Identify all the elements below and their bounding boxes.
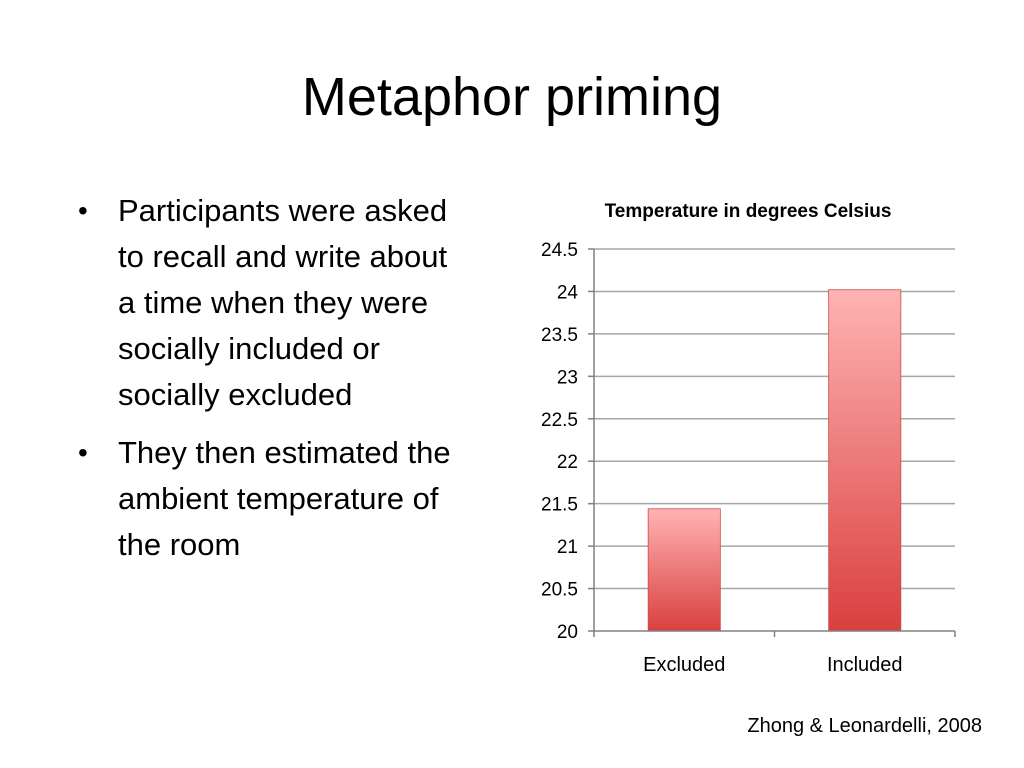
y-tick-label: 22.5 xyxy=(541,410,578,431)
bar-excluded xyxy=(647,508,721,632)
bullet-dot-icon: • xyxy=(78,437,88,468)
bars xyxy=(647,289,902,632)
bar-chart: Temperature in degrees Celsius 2020.5212… xyxy=(541,201,956,676)
y-tick-label: 20.5 xyxy=(541,580,578,601)
citation: Zhong & Leonardelli, 2008 xyxy=(747,715,982,737)
bar-included xyxy=(828,289,902,632)
bullet-text: They then estimated the ambient temperat… xyxy=(118,435,451,562)
y-tick-label: 22 xyxy=(557,452,578,473)
bullet-dot-icon: • xyxy=(78,195,88,226)
x-tick-label: Included xyxy=(827,654,903,676)
bullet-list: • Participants were asked to recall and … xyxy=(70,188,470,580)
y-tick-label: 24 xyxy=(557,282,579,303)
y-tick-label: 20 xyxy=(557,622,578,643)
bullet-text: Participants were asked to recall and wr… xyxy=(118,193,448,412)
y-tick-label: 21.5 xyxy=(541,495,578,516)
x-axis-ticks: Excluded Included xyxy=(643,654,902,676)
x-axis xyxy=(593,630,956,637)
chart-title: Temperature in degrees Celsius xyxy=(605,201,892,222)
slide-title: Metaphor priming xyxy=(301,67,723,127)
y-axis-ticks: 20 20.5 21 21.5 22 22.5 23 23.5 24 24.5 xyxy=(541,240,595,643)
bullet-item: • They then estimated the ambient temper… xyxy=(70,430,470,568)
y-tick-label: 24.5 xyxy=(541,240,578,261)
bullet-item: • Participants were asked to recall and … xyxy=(70,188,470,418)
y-tick-label: 23 xyxy=(557,367,578,388)
y-tick-label: 21 xyxy=(557,537,578,558)
y-tick-label: 23.5 xyxy=(541,325,578,346)
x-tick-label: Excluded xyxy=(643,654,725,676)
